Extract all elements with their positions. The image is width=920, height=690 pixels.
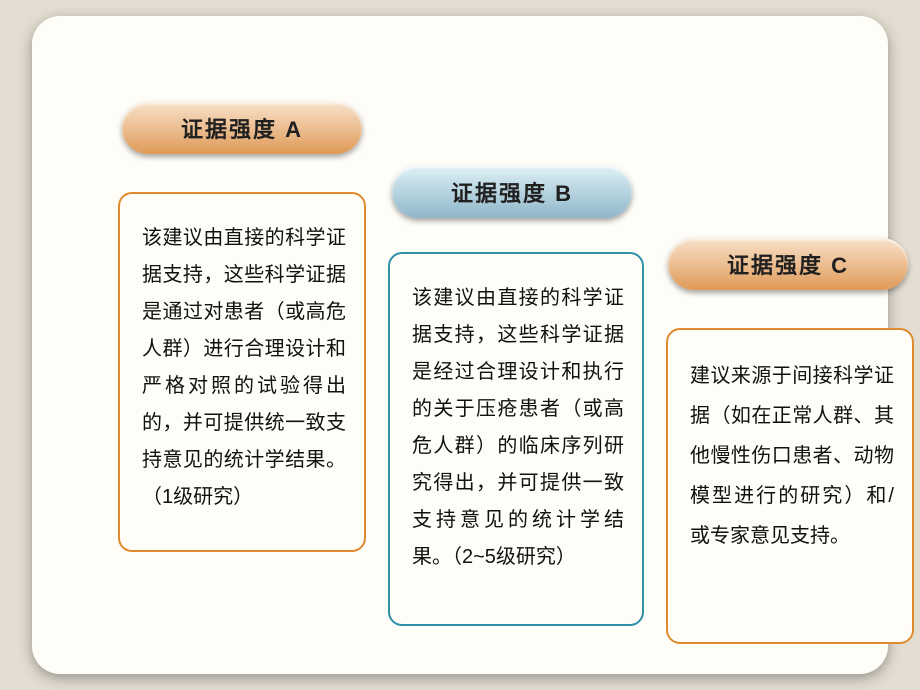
pill-level-b-label: 证据强度 B xyxy=(451,176,573,208)
box-level-a: 该建议由直接的科学证据支持，这些科学证据是通过对患者（或高危人群）进行合理设计和… xyxy=(118,192,366,552)
pill-level-a: 证据强度 A xyxy=(122,102,362,154)
pill-level-c: 证据强度 C xyxy=(668,238,908,290)
box-level-a-text: 该建议由直接的科学证据支持，这些科学证据是通过对患者（或高危人群）进行合理设计和… xyxy=(142,227,346,508)
pill-level-a-label: 证据强度 A xyxy=(181,112,303,144)
box-level-c-text: 建议来源于间接科学证据（如在正常人群、其他慢性伤口患者、动物模型进行的研究）和/… xyxy=(690,365,894,547)
pill-level-b: 证据强度 B xyxy=(392,166,632,218)
box-level-b-text: 该建议由直接的科学证据支持，这些科学证据是经过合理设计和执行的关于压疮患者（或高… xyxy=(412,287,624,568)
content-card: 证据强度 A 该建议由直接的科学证据支持，这些科学证据是通过对患者（或高危人群）… xyxy=(32,16,888,674)
box-level-c: 建议来源于间接科学证据（如在正常人群、其他慢性伤口患者、动物模型进行的研究）和/… xyxy=(666,328,914,644)
box-level-b: 该建议由直接的科学证据支持，这些科学证据是经过合理设计和执行的关于压疮患者（或高… xyxy=(388,252,644,626)
pill-level-c-label: 证据强度 C xyxy=(727,248,849,280)
